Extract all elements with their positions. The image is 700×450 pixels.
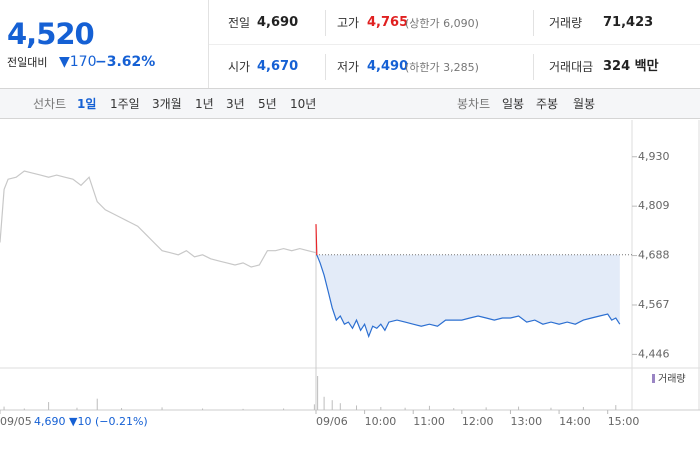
y-tick-label: 4,930 — [638, 150, 670, 163]
volume-bar — [202, 408, 204, 410]
volume-bar — [242, 408, 244, 410]
divider — [325, 10, 326, 36]
divider — [325, 54, 326, 80]
volume-bar — [380, 406, 382, 410]
period-tab[interactable]: 1년 — [195, 97, 214, 111]
volume-bar — [582, 406, 584, 410]
period-tab[interactable]: 3개월 — [152, 97, 182, 111]
period-tab[interactable]: 3년 — [226, 97, 245, 111]
volume-bar — [317, 376, 319, 410]
volume-bar — [76, 407, 78, 410]
volume-bar — [121, 408, 123, 410]
summary-label: 거래대금 — [549, 60, 594, 74]
summary-value: 324 백만 — [603, 59, 659, 74]
price: 4,520 — [7, 17, 95, 51]
summary-label: 거래량 — [549, 16, 583, 30]
summary-note: (상한가 6,090) — [405, 17, 479, 30]
y-tick-label: 4,809 — [638, 199, 670, 212]
volume-bar — [518, 406, 520, 410]
legend-swatch — [652, 374, 655, 383]
volume-bar — [356, 405, 358, 410]
volume-bar — [453, 408, 455, 410]
x-tick-label: 13:00 — [510, 415, 542, 428]
volume-bar — [615, 405, 617, 410]
summary-value: 71,423 — [603, 15, 654, 30]
divider — [209, 44, 700, 45]
divider — [208, 0, 209, 88]
summary-note: (하한가 3,285) — [405, 61, 479, 74]
volume-bar — [283, 408, 285, 410]
tab-group-label: 봉차트 — [457, 97, 491, 111]
volume-bar — [23, 408, 25, 410]
volume-bar — [313, 404, 315, 410]
volume-bar — [48, 402, 50, 410]
change-pct: −3.62% — [95, 54, 156, 70]
volume-bar — [428, 405, 430, 410]
y-tick-label: 4,567 — [638, 298, 670, 311]
volume-bar — [339, 403, 341, 410]
period-tab[interactable]: 일봉 — [502, 97, 525, 111]
summary-value: 4,690 — [257, 15, 299, 30]
prev-info: 4,690 ▼10 (−0.21%) — [34, 415, 148, 428]
period-tab[interactable]: 1주일 — [110, 97, 140, 111]
volume-bar — [96, 398, 98, 410]
legend-label: 거래량 — [658, 373, 686, 385]
summary-label: 저가 — [337, 60, 360, 74]
divider — [533, 10, 534, 36]
price-line — [315, 224, 621, 339]
change-label: 전일대비 — [7, 56, 48, 69]
x-tick-label: 10:00 — [365, 415, 397, 428]
summary-label: 고가 — [337, 16, 360, 30]
divider — [533, 54, 534, 80]
period-tab[interactable]: 10년 — [290, 97, 317, 111]
volume-bar — [550, 407, 552, 410]
volume-bar — [323, 396, 325, 410]
y-tick-label: 4,688 — [638, 249, 670, 262]
quote-panel: 4,520 전일대비 ▼170 −3.62% 전일 4,690 고가 4,765… — [0, 0, 700, 89]
period-tab[interactable]: 주봉 — [536, 97, 559, 111]
x-tick-label: 14:00 — [559, 415, 591, 428]
change: ▼170 — [59, 54, 97, 70]
summary-value: 4,670 — [257, 59, 299, 74]
summary-label: 전일 — [228, 16, 251, 30]
period-tab[interactable]: 1일 — [77, 97, 97, 111]
period-tab[interactable]: 월봉 — [573, 97, 596, 111]
tab-group-label: 선차트 — [33, 97, 67, 111]
summary-label: 시가 — [228, 60, 251, 74]
x-tick-label: 09/06 — [316, 415, 348, 428]
x-tick-label: 12:00 — [462, 415, 494, 428]
summary-value: 4,765 — [367, 15, 409, 30]
summary-value: 4,490 — [367, 59, 409, 74]
volume-bar — [331, 400, 333, 410]
volume-bar — [485, 407, 487, 410]
volume-bar — [404, 407, 406, 410]
x-tick-label: 09/05 — [0, 415, 32, 428]
x-tick-label: 11:00 — [413, 415, 445, 428]
price-line — [0, 170, 317, 268]
area-fill — [316, 224, 620, 337]
period-tab[interactable]: 5년 — [258, 97, 277, 111]
volume-bar — [161, 407, 163, 410]
y-tick-label: 4,446 — [638, 347, 670, 360]
volume-bar — [3, 406, 5, 410]
tab-bar: 선차트 1일 1주일 3개월 1년 3년 5년 10년 봉차트 일봉 주봉 월봉 — [0, 89, 700, 119]
x-tick-label: 15:00 — [608, 415, 640, 428]
